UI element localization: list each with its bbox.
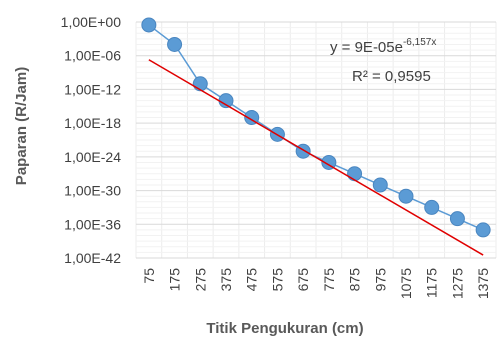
trendline-line bbox=[148, 59, 484, 256]
trendline-equation-exponent: -6,157x bbox=[403, 37, 436, 48]
trendline-equation-base: y = 9E-05e bbox=[330, 39, 403, 56]
y-tick-label: 1,00E-42 bbox=[64, 250, 121, 266]
data-point bbox=[321, 154, 337, 170]
data-point bbox=[167, 36, 183, 52]
y-axis-ticks: 1,00E+00 1,00E-06 1,00E-12 1,00E-18 1,00E-24… bbox=[61, 14, 122, 266]
data-point bbox=[449, 211, 465, 227]
y-axis-title: Paparan (R/Jam) bbox=[13, 67, 30, 185]
x-tick-label: 675 bbox=[295, 268, 311, 292]
x-tick-label: 1175 bbox=[424, 268, 440, 298]
x-tick-label: 975 bbox=[372, 268, 388, 292]
data-point bbox=[475, 222, 491, 238]
x-tick-label: 275 bbox=[192, 268, 208, 292]
x-tick-label: 175 bbox=[167, 268, 183, 292]
x-tick-label: 875 bbox=[347, 268, 363, 292]
data-point bbox=[141, 17, 157, 33]
y-tick-label: 1,00E-18 bbox=[64, 115, 121, 131]
x-tick-label: 575 bbox=[269, 268, 285, 292]
y-tick-label: 1,00E+00 bbox=[61, 14, 122, 30]
trendline bbox=[148, 59, 484, 256]
data-point bbox=[192, 76, 208, 92]
data-point bbox=[424, 199, 440, 215]
x-tick-label: 1375 bbox=[475, 268, 491, 299]
y-tick-label: 1,00E-12 bbox=[64, 81, 121, 97]
data-point bbox=[347, 166, 363, 182]
trendline-equation: y = 9E-05e-6,157x bbox=[330, 37, 436, 56]
x-tick-label: 1075 bbox=[398, 268, 414, 299]
data-point bbox=[398, 188, 414, 204]
data-point bbox=[372, 177, 388, 193]
y-tick-label: 1,00E-06 bbox=[64, 48, 121, 64]
x-tick-label: 75 bbox=[141, 268, 157, 284]
trendline-r-squared: R² = 0,9595 bbox=[352, 68, 431, 85]
y-tick-label: 1,00E-24 bbox=[64, 149, 121, 165]
x-axis-title: Titik Pengukuran (cm) bbox=[206, 320, 363, 337]
data-point bbox=[244, 110, 260, 126]
x-tick-label: 375 bbox=[218, 268, 234, 292]
x-tick-label: 1275 bbox=[449, 268, 465, 299]
x-tick-label: 775 bbox=[321, 268, 337, 292]
y-tick-label: 1,00E-36 bbox=[64, 216, 121, 232]
y-tick-label: 1,00E-30 bbox=[64, 183, 121, 199]
x-axis-ticks: 75 175 275 375 475 575 675 775 875 975 1075 1175 127… bbox=[141, 268, 491, 299]
gridlines bbox=[135, 21, 497, 259]
x-tick-label: 475 bbox=[244, 268, 260, 292]
